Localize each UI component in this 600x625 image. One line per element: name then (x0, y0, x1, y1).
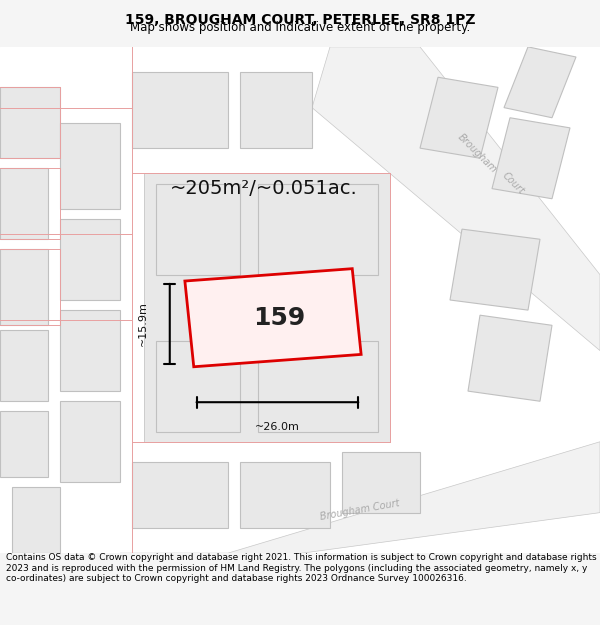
Polygon shape (144, 173, 390, 442)
Polygon shape (120, 442, 600, 563)
Text: 159: 159 (253, 306, 305, 330)
Text: 159, BROUGHAM COURT, PETERLEE, SR8 1PZ: 159, BROUGHAM COURT, PETERLEE, SR8 1PZ (125, 13, 475, 27)
Polygon shape (420, 78, 498, 158)
Text: ~205m²/~0.051ac.: ~205m²/~0.051ac. (170, 179, 358, 198)
Text: ~15.9m: ~15.9m (138, 301, 148, 346)
Polygon shape (132, 462, 228, 528)
Polygon shape (0, 168, 48, 239)
Text: Contains OS data © Crown copyright and database right 2021. This information is : Contains OS data © Crown copyright and d… (6, 553, 596, 583)
Polygon shape (258, 341, 378, 432)
Polygon shape (0, 411, 48, 478)
Polygon shape (240, 462, 330, 528)
Polygon shape (60, 401, 120, 482)
Polygon shape (258, 184, 378, 275)
Polygon shape (312, 47, 600, 351)
Polygon shape (492, 118, 570, 199)
Polygon shape (60, 122, 120, 209)
Polygon shape (12, 488, 60, 553)
Text: Brougham: Brougham (455, 132, 499, 174)
Polygon shape (0, 88, 60, 158)
Polygon shape (468, 315, 552, 401)
Polygon shape (0, 249, 48, 325)
Polygon shape (156, 184, 240, 275)
Polygon shape (450, 229, 540, 310)
Polygon shape (132, 72, 228, 148)
Polygon shape (185, 269, 361, 367)
Text: Court: Court (500, 171, 526, 196)
Text: Brougham Court: Brougham Court (319, 498, 401, 522)
Polygon shape (60, 219, 120, 300)
Polygon shape (240, 72, 312, 148)
Polygon shape (342, 452, 420, 512)
Text: ~26.0m: ~26.0m (255, 422, 300, 432)
Polygon shape (60, 310, 120, 391)
Polygon shape (504, 47, 576, 118)
Polygon shape (156, 341, 240, 432)
Text: Map shows position and indicative extent of the property.: Map shows position and indicative extent… (130, 21, 470, 34)
Polygon shape (0, 331, 48, 401)
